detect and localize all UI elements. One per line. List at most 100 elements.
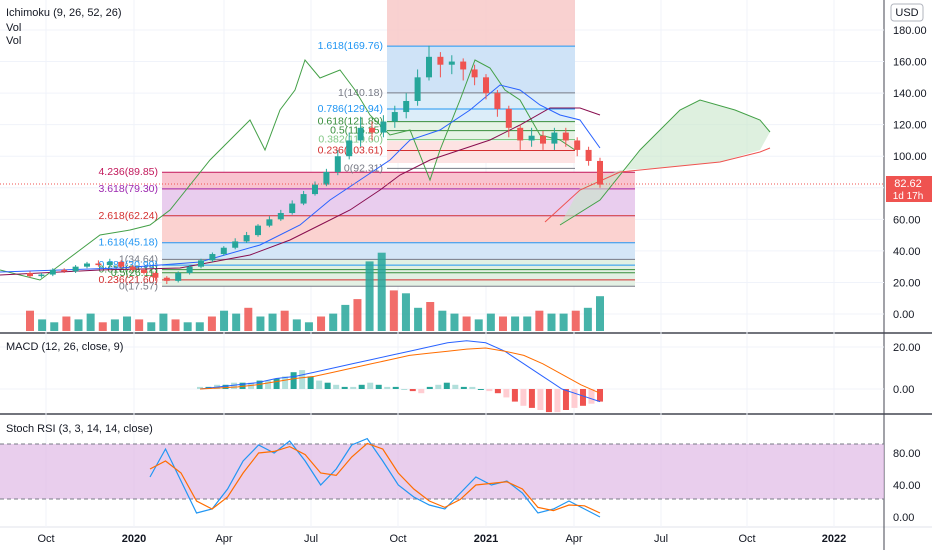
macd-histogram-bar <box>528 389 535 408</box>
price-tick-label: 60.00 <box>893 214 921 226</box>
fib-level-label: 4.236(89.85) <box>98 166 158 178</box>
volume-bar <box>74 319 83 331</box>
fib-level-label: 1(34.64) <box>119 253 158 265</box>
volume-bar <box>292 319 301 331</box>
indicator-label[interactable]: Ichimoku (9, 26, 52, 26) <box>6 7 122 19</box>
candle-body <box>61 269 68 272</box>
currency-button[interactable]: USD <box>890 3 924 22</box>
time-tick-label: Apr <box>565 533 582 545</box>
candle-body <box>95 263 102 266</box>
candle-body <box>540 135 546 144</box>
price-tick-label: 100.00 <box>893 151 927 163</box>
macd-histogram-bar <box>477 389 484 390</box>
macd-histogram-bar <box>358 384 365 389</box>
fib-level-label: 1.618(45.18) <box>98 237 158 249</box>
macd-histogram-bar <box>494 389 501 394</box>
candle-body <box>460 61 467 70</box>
candle-body <box>380 121 387 133</box>
stoch-tick-label: 80.00 <box>893 448 921 460</box>
price-axis: 180.00 160.00 140.00 120.00 100.00 80.00 60.00… <box>893 25 927 524</box>
fib-lines <box>162 45 635 287</box>
candle-body <box>574 140 581 150</box>
price-tick-label: 160.00 <box>893 57 927 69</box>
currency-label: USD <box>895 7 918 19</box>
volume-bar <box>304 322 313 331</box>
candle-body <box>551 132 558 144</box>
volume-bar <box>86 313 95 331</box>
vol-label-2[interactable]: Vol <box>6 35 21 47</box>
candle-body <box>357 127 364 141</box>
fib-level-label: 0.786(129.94) <box>318 103 383 115</box>
stoch-band <box>0 443 884 500</box>
macd-histogram-bar <box>452 384 459 389</box>
volume-bar <box>596 296 604 331</box>
candle-body <box>403 101 410 113</box>
volume-bar <box>183 322 192 331</box>
volume-bar <box>98 322 107 331</box>
macd-histogram-bar <box>503 389 510 398</box>
macd-histogram-bar <box>545 389 552 413</box>
candle-body <box>562 132 569 141</box>
candle-body <box>38 274 45 277</box>
candle-body <box>277 213 284 220</box>
volume-bar <box>26 310 34 331</box>
macd-histogram-bar <box>375 384 382 389</box>
fib-level-label: 1(140.18) <box>338 87 383 99</box>
volume-bar <box>159 313 168 331</box>
macd-histogram-bar <box>401 389 408 390</box>
candle-body <box>300 194 307 204</box>
volume-bar <box>256 316 265 331</box>
macd-signal-line <box>199 347 601 394</box>
volume-bar <box>511 316 520 331</box>
volume-bar <box>147 322 156 331</box>
macd-histogram-bar <box>384 386 391 389</box>
fib-level-label: 0(17.57) <box>119 280 158 292</box>
macd-label[interactable]: MACD (12, 26, close, 9) <box>6 341 123 353</box>
macd-histogram-bar <box>222 384 229 389</box>
volume-bar <box>171 319 180 331</box>
price-tick-label: 20.00 <box>893 277 921 289</box>
candle-body <box>346 140 353 157</box>
volume-bar <box>438 310 447 331</box>
candle-body <box>505 108 512 128</box>
macd-histogram-bar <box>418 389 425 394</box>
candle-body <box>129 266 136 270</box>
macd-histogram-bar <box>307 376 314 389</box>
candlesticks <box>27 45 603 285</box>
macd-histogram-bar <box>392 386 399 389</box>
vol-label-1[interactable]: Vol <box>6 22 21 34</box>
macd-histogram-bar <box>426 386 433 389</box>
time-tick-label: 2020 <box>122 533 146 545</box>
candle-body <box>72 266 79 272</box>
macd-histogram-bar <box>562 389 569 410</box>
candle-body <box>243 235 250 242</box>
macd-histogram-bar <box>282 376 289 389</box>
fib-level-label: 1.618(169.76) <box>318 40 383 52</box>
macd-histogram-bar <box>231 382 238 389</box>
volume-bar <box>38 319 47 331</box>
candle-body <box>437 56 444 65</box>
stoch-d-line <box>149 442 601 514</box>
volume-bar <box>50 322 59 331</box>
candle-body <box>323 172 330 185</box>
stoch-tick-label: 0.00 <box>893 512 914 524</box>
stoch-label[interactable]: Stoch RSI (3, 3, 14, 14, close) <box>6 423 153 435</box>
candle-body <box>49 269 56 275</box>
fib-level-label: 0.236(21.60) <box>98 274 158 286</box>
stoch-lines <box>149 437 601 518</box>
fib-level-label: 0.618(121.89) <box>318 116 383 128</box>
macd-histogram-bar <box>460 386 467 389</box>
macd-histogram-bar <box>299 370 306 389</box>
price-tick-label: 180.00 <box>893 25 927 37</box>
time-tick-label: 2021 <box>474 533 498 545</box>
macd-histogram-bar <box>588 389 595 404</box>
macd-histogram-bar <box>324 382 331 389</box>
candle-body <box>426 56 432 78</box>
fib-level-label: 2.618(62.24) <box>98 210 158 222</box>
macd-histogram-bar <box>341 386 348 389</box>
price-badge: 82.62 1d 17h <box>886 176 932 202</box>
candle-body <box>334 156 341 172</box>
price-tick-label: 40.00 <box>893 246 921 258</box>
time-tick-label: Oct <box>738 533 755 545</box>
